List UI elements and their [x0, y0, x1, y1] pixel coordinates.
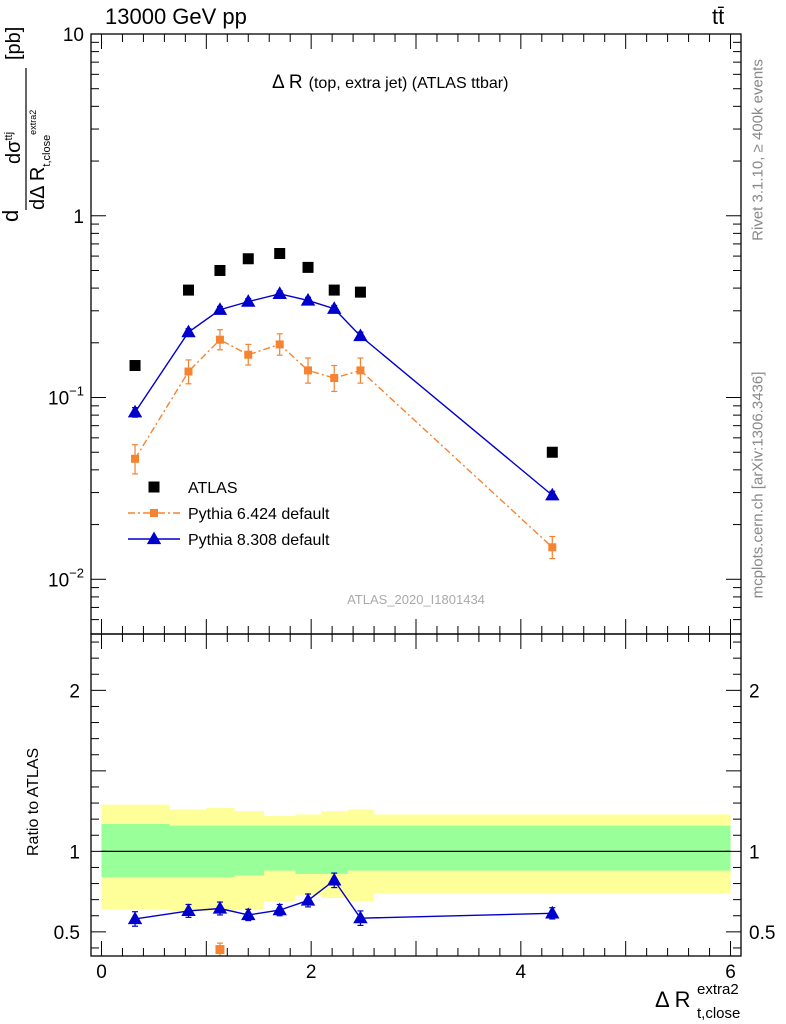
svg-text:[pb]: [pb] [3, 27, 25, 60]
ratio-x-tick-label: 4 [516, 962, 527, 983]
ratio-point [272, 902, 287, 916]
data-point [330, 374, 339, 383]
ratio-point [353, 910, 368, 924]
legend: ATLAS Pythia 6.424 default Pythia 8.308 de… [128, 480, 330, 549]
header-right: tt̄ [712, 4, 725, 29]
ratio-y-tick-label: 1 [749, 842, 760, 863]
main-y-axis-label: d dσttj dΔ Rt,closeextra2 [pb] [0, 27, 53, 222]
ratio-y-tick-label: 0.5 [749, 923, 775, 944]
data-point [546, 446, 558, 458]
legend-label: ATLAS [188, 480, 238, 497]
ratio-point [212, 900, 228, 914]
svg-text:d: d [0, 210, 23, 222]
ratio-y-tick-label: 2 [749, 681, 760, 702]
ratio-point [215, 945, 225, 955]
legend-marker [150, 509, 158, 517]
data-point [353, 328, 368, 342]
ratio-x-axis-label-sub: t,close [697, 1005, 740, 1022]
data-point [272, 286, 287, 299]
main-y-tick-label: 10−1 [48, 384, 84, 410]
legend-marker [148, 481, 160, 493]
main-y-tick-label: 1 [73, 207, 84, 228]
legend-marker [146, 531, 162, 545]
data-point [181, 324, 196, 338]
ratio-point [327, 872, 342, 886]
data-point [327, 301, 342, 314]
ratio-y-tick-label: 1 [69, 842, 80, 863]
ratio-x-axis-label-sup: extra2 [697, 981, 739, 998]
data-point [242, 253, 254, 265]
data-point [328, 284, 340, 296]
ratio-x-tick-label: 2 [306, 962, 317, 983]
main-y-tick-label: 10−2 [48, 565, 84, 591]
ratio-point [241, 907, 256, 921]
data-point [356, 366, 365, 375]
ratio-x-tick-label: 6 [725, 962, 736, 983]
ratio-point [300, 892, 316, 906]
data-point [244, 350, 253, 359]
ratio-series-pythia-6-424-default [215, 942, 225, 956]
data-point [212, 302, 228, 315]
data-point [274, 247, 286, 259]
data-point [548, 543, 557, 552]
data-point [241, 294, 256, 307]
ratio-y-tick-label: 2 [69, 681, 80, 702]
header-left: 13000 GeV pp [105, 4, 247, 29]
data-point [184, 367, 193, 376]
series-atlas [129, 247, 558, 458]
data-point [275, 340, 284, 349]
side-label-rivet: Rivet 3.1.10, ≥ 400k events [749, 59, 767, 241]
ratio-point [545, 905, 560, 919]
data-point [354, 286, 366, 298]
data-point [304, 366, 313, 375]
data-point [215, 335, 224, 344]
side-label-mcplots: mcplots.cern.ch [arXiv:1306.3436] [749, 371, 767, 599]
series-line [134, 293, 553, 496]
data-point [545, 487, 560, 501]
ratio-x-tick-label: 0 [96, 962, 107, 983]
svg-text:dσttj: dσttj [3, 132, 25, 164]
series-pythia-8-308-default [127, 286, 560, 501]
ratio-series-pythia-8-308-default [127, 872, 560, 927]
data-point [131, 454, 140, 463]
data-point [300, 292, 316, 306]
data-point [183, 284, 194, 296]
main-y-tick-label: 10 [63, 25, 84, 46]
ratio-band-inner [101, 823, 731, 878]
watermark: ATLAS_2020_I1801434 [347, 592, 485, 607]
ratio-point [127, 911, 143, 925]
data-point [214, 264, 226, 276]
series-pythia-6-424-default [131, 329, 557, 560]
data-point [129, 360, 141, 372]
ratio-x-axis-label: Δ R [655, 987, 690, 1012]
main-title: Δ R (top, extra jet) (ATLAS ttbar) [272, 72, 508, 93]
legend-label: Pythia 8.308 default [188, 532, 330, 549]
data-point [127, 404, 143, 418]
data-point [302, 261, 314, 273]
ratio-y-tick-label: 0.5 [54, 923, 80, 944]
svg-text:dΔ Rt,closeextra2: dΔ Rt,closeextra2 [27, 110, 53, 210]
legend-label: Pythia 6.424 default [188, 506, 330, 523]
ratio-y-axis-label: Ratio to ATLAS [25, 748, 42, 856]
ratio-point [181, 903, 196, 917]
